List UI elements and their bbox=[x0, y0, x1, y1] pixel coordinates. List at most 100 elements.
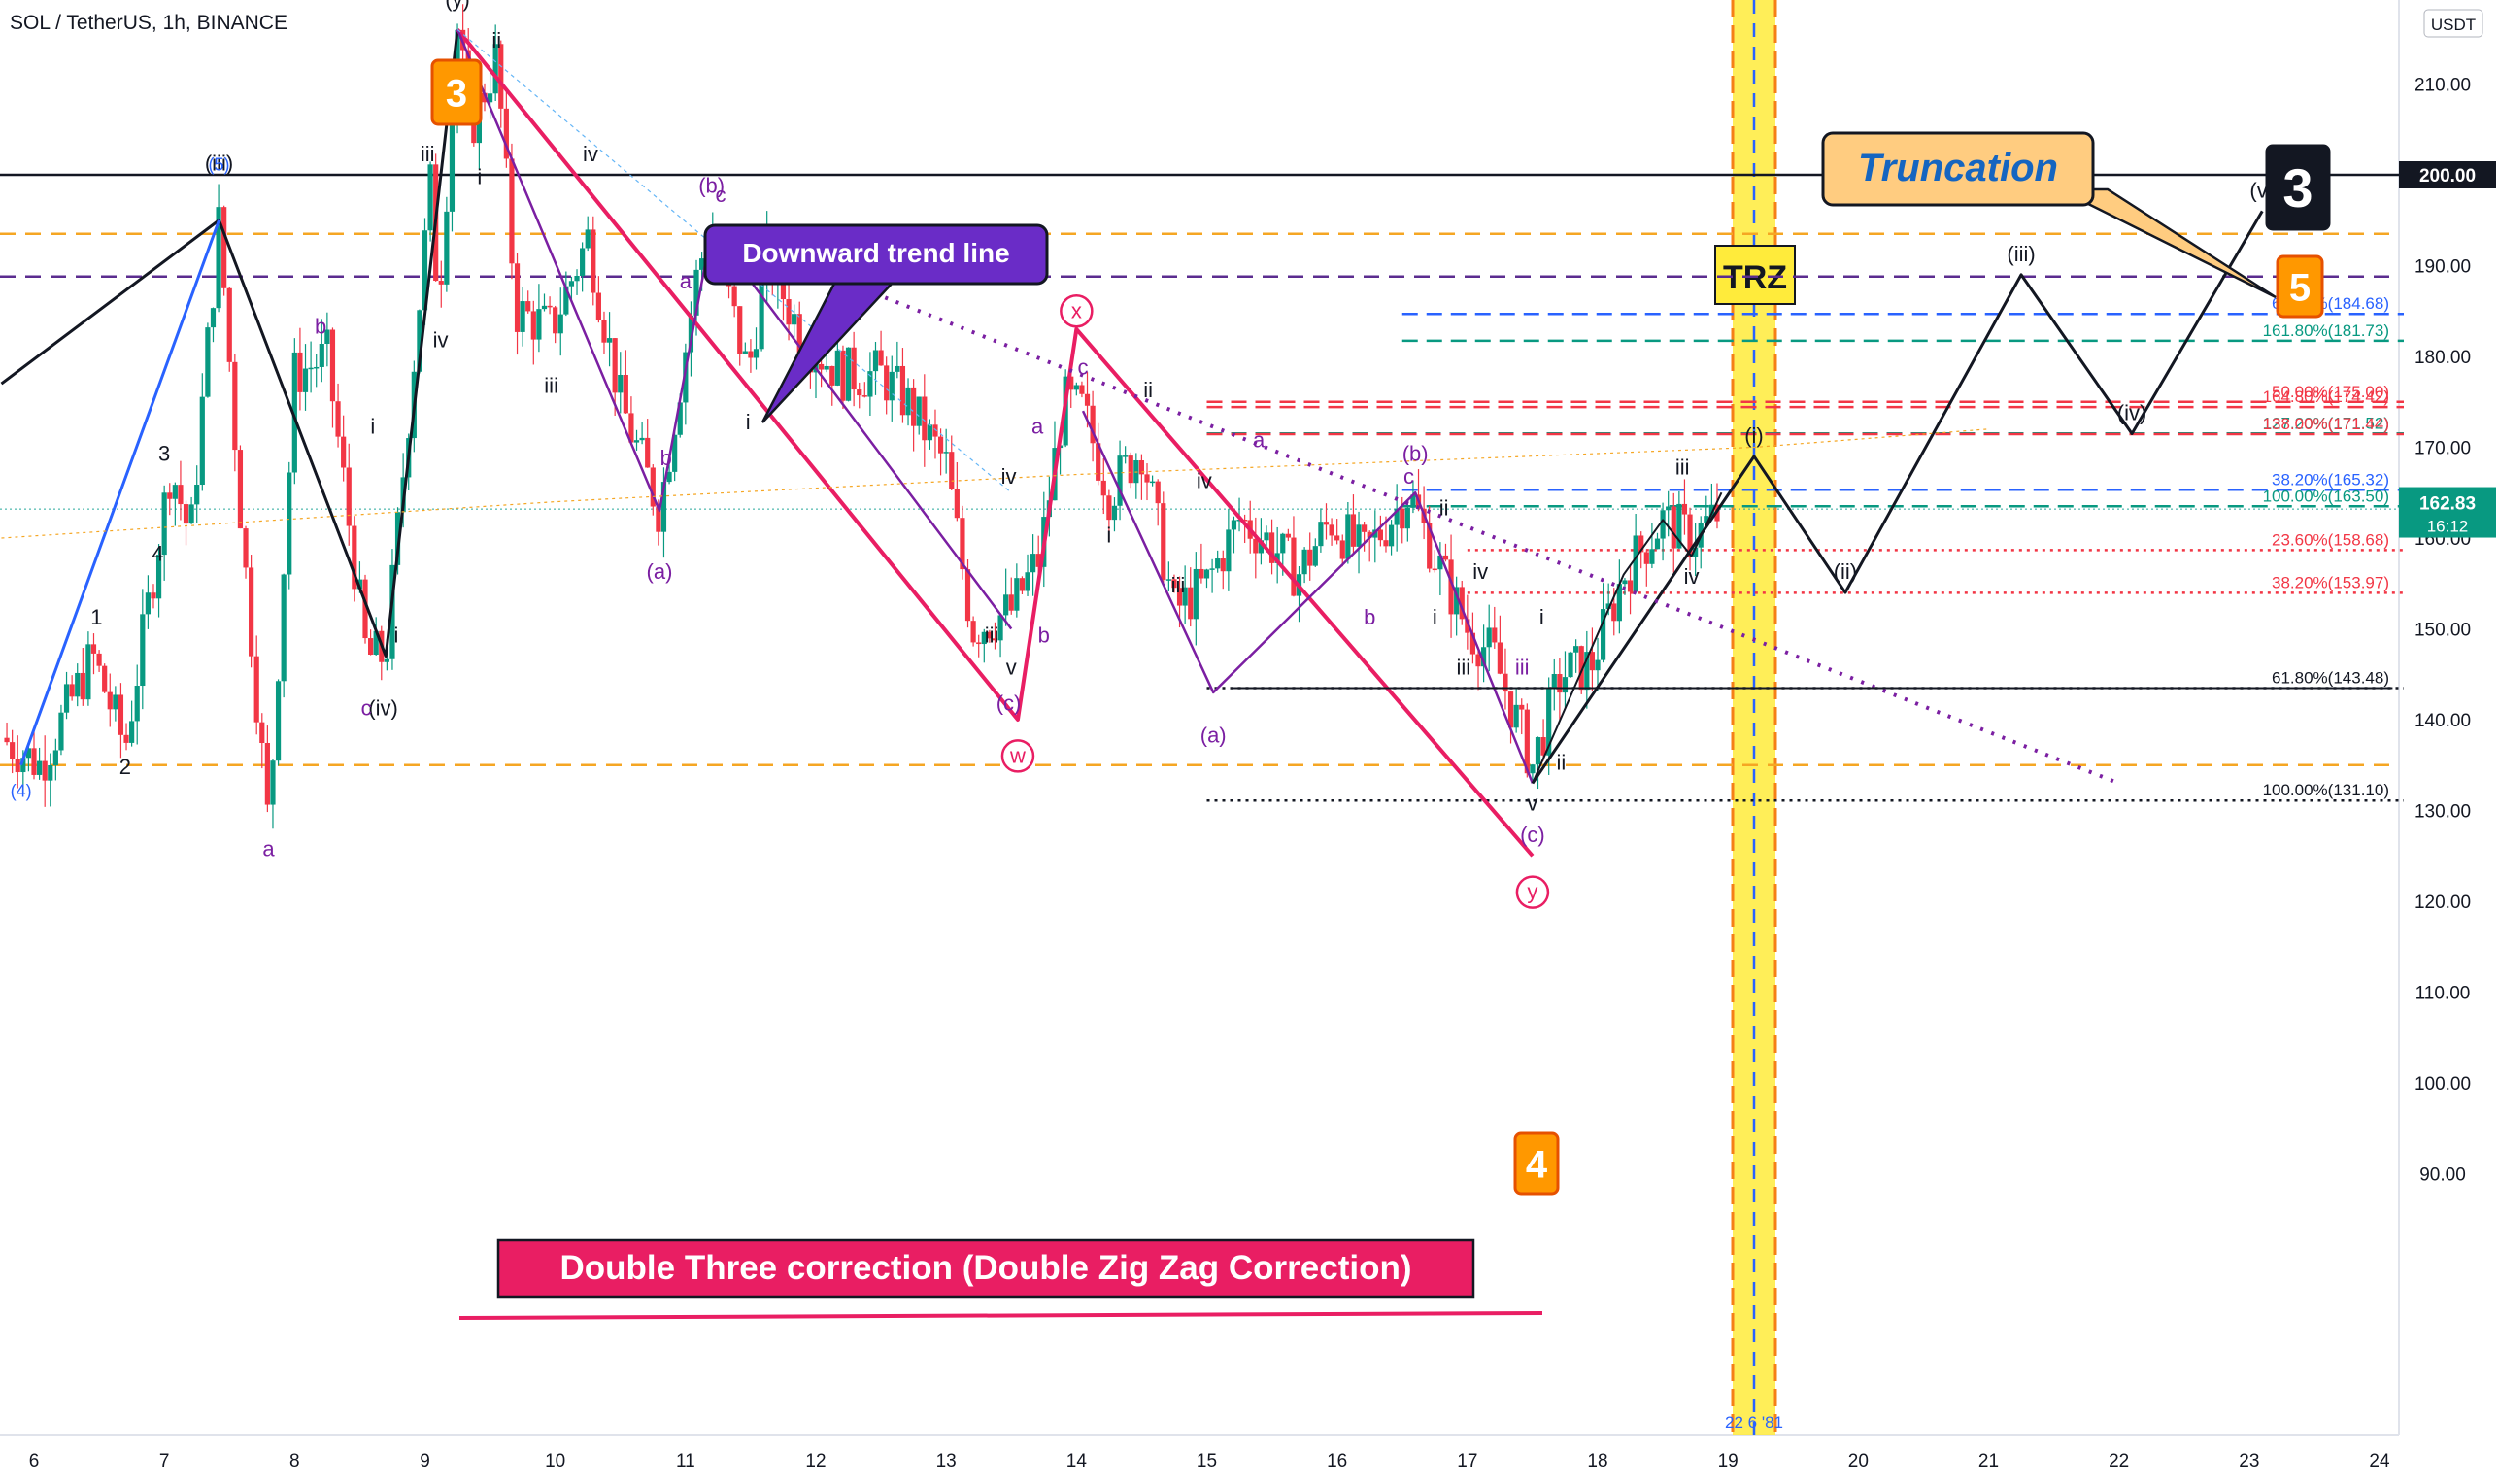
wave-label-black: i bbox=[746, 410, 751, 434]
candle-body bbox=[389, 564, 395, 659]
time-axis[interactable]: 6 7 8 9 10 11 12 13 14 15 16 17 18 19 20 21 22 23 24 bbox=[29, 1451, 2390, 1471]
candle-body bbox=[188, 504, 194, 524]
candle-body bbox=[352, 525, 357, 590]
projection-label: (ii) bbox=[1834, 559, 1857, 584]
candle-body bbox=[1030, 554, 1036, 573]
wave-label-purple: a bbox=[262, 836, 275, 860]
candle-body bbox=[1465, 619, 1470, 633]
candle-body bbox=[1128, 455, 1133, 484]
candle-body bbox=[878, 350, 884, 366]
time-tick-label: 13 bbox=[936, 1451, 957, 1471]
circled-label: w bbox=[1009, 743, 1026, 767]
wave-label-black: ii bbox=[1439, 496, 1449, 521]
trz-date-hint: 22 6 '81 bbox=[1725, 1413, 1783, 1432]
candle-body bbox=[1507, 691, 1514, 728]
candle-body bbox=[1285, 533, 1291, 538]
candle-body bbox=[753, 349, 760, 358]
candle-body bbox=[1209, 568, 1215, 570]
wave-label-black: 1 bbox=[90, 605, 102, 629]
candle-body bbox=[1003, 594, 1009, 616]
candle-body bbox=[373, 630, 379, 655]
candle-body bbox=[1649, 549, 1655, 564]
candle-body bbox=[949, 452, 955, 489]
candle-body bbox=[964, 569, 971, 622]
candle-body bbox=[857, 389, 862, 396]
price-axis[interactable]: 90.00 100.00 110.00 120.00 130.00 140.00 150.0… bbox=[2399, 0, 2496, 1186]
price-tick-label: 90.00 bbox=[2419, 1165, 2466, 1186]
wave4-label: 4 bbox=[1526, 1143, 1548, 1186]
candle-body bbox=[449, 116, 456, 212]
candle-body bbox=[1486, 627, 1492, 648]
candle-body bbox=[574, 275, 580, 282]
wave-lines bbox=[0, 28, 2393, 858]
price-tick-label: 110.00 bbox=[2415, 984, 2471, 1004]
candle-body bbox=[1400, 508, 1405, 529]
candle-body bbox=[1203, 569, 1210, 579]
candle-body bbox=[568, 281, 575, 287]
candle-body bbox=[221, 207, 227, 288]
candle-body bbox=[1350, 514, 1357, 547]
candle-body bbox=[1633, 535, 1638, 592]
chart-title: SOL / TetherUS, 1h, BINANCE bbox=[10, 12, 287, 34]
candle-body bbox=[226, 287, 232, 362]
candle-body bbox=[557, 314, 563, 334]
candle-body bbox=[107, 691, 113, 710]
candle-body bbox=[482, 92, 488, 103]
candle-body bbox=[1188, 587, 1194, 620]
candle-body bbox=[824, 365, 829, 370]
candle-body bbox=[595, 292, 601, 320]
candle-body bbox=[444, 211, 450, 285]
correction-label-box bbox=[496, 1238, 1475, 1298]
candle-body bbox=[314, 366, 320, 369]
candle-body bbox=[954, 489, 960, 519]
fib-level-label: 100.00%(163.50) bbox=[2263, 487, 2389, 505]
candle-body bbox=[786, 299, 792, 325]
wave-label-black: 4 bbox=[152, 541, 163, 565]
candle-body bbox=[216, 207, 221, 309]
candle-body bbox=[1339, 540, 1345, 559]
candle-body bbox=[867, 371, 873, 397]
candle-body bbox=[297, 352, 303, 392]
candle-body bbox=[48, 764, 53, 781]
candle-body bbox=[547, 305, 553, 308]
candle-body bbox=[129, 721, 135, 743]
wave-label-black: iii bbox=[1171, 573, 1186, 597]
fib-level-label: 161.80%(181.73) bbox=[2263, 321, 2389, 340]
candle-body bbox=[1090, 405, 1096, 444]
fib-level-label: 61.80%(143.48) bbox=[2272, 668, 2389, 687]
time-tick-label: 18 bbox=[1587, 1451, 1607, 1471]
candle-body bbox=[618, 374, 624, 393]
candle-body bbox=[15, 759, 20, 773]
candle-body bbox=[1182, 587, 1188, 606]
candle-body bbox=[1562, 677, 1569, 693]
candle-body bbox=[1687, 514, 1693, 557]
candle-body bbox=[1231, 520, 1237, 530]
wave-purple-abc2 bbox=[1081, 410, 1535, 784]
candle-body bbox=[1334, 535, 1340, 541]
candle-body bbox=[639, 437, 645, 441]
wave3-label-box bbox=[430, 58, 483, 126]
candle-body bbox=[498, 44, 504, 109]
candle-body bbox=[1318, 522, 1324, 547]
candle-body bbox=[319, 343, 324, 367]
candle-body bbox=[151, 592, 156, 599]
candle-body bbox=[987, 631, 993, 639]
wave-label-blue: (4) bbox=[11, 781, 32, 800]
candle-body bbox=[514, 263, 521, 332]
candle-body bbox=[75, 672, 81, 697]
candle-body bbox=[210, 308, 217, 328]
candle-body bbox=[1155, 481, 1161, 504]
time-tick-label: 12 bbox=[805, 1451, 826, 1471]
time-tick-label: 8 bbox=[289, 1451, 300, 1471]
candle-body bbox=[1312, 546, 1318, 566]
wave-label-purple: b bbox=[315, 315, 326, 339]
candle-body bbox=[1704, 516, 1709, 523]
candle-body bbox=[1193, 568, 1199, 620]
time-tick-label: 9 bbox=[420, 1451, 430, 1471]
candle-body bbox=[580, 248, 586, 276]
candle-body bbox=[872, 350, 879, 372]
candle-body bbox=[937, 436, 944, 454]
candle-body bbox=[1253, 538, 1259, 554]
wave-label-black: iii bbox=[544, 373, 558, 397]
